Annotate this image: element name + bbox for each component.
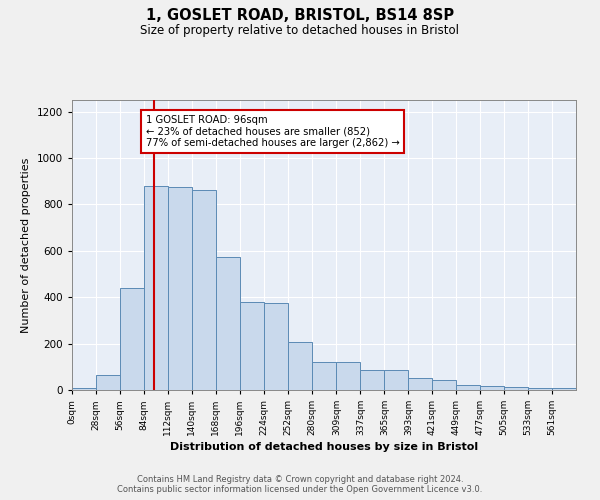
Bar bbox=[552, 388, 576, 390]
Y-axis label: Number of detached properties: Number of detached properties bbox=[21, 158, 31, 332]
Bar bbox=[192, 190, 216, 390]
Bar bbox=[432, 380, 456, 390]
Bar bbox=[72, 388, 96, 390]
Bar bbox=[287, 342, 311, 390]
Bar bbox=[240, 302, 263, 390]
Text: Size of property relative to detached houses in Bristol: Size of property relative to detached ho… bbox=[140, 24, 460, 37]
Text: 1 GOSLET ROAD: 96sqm
← 23% of detached houses are smaller (852)
77% of semi-deta: 1 GOSLET ROAD: 96sqm ← 23% of detached h… bbox=[146, 115, 400, 148]
Bar bbox=[96, 375, 120, 390]
Bar bbox=[120, 288, 144, 390]
Bar bbox=[456, 386, 480, 390]
Bar bbox=[311, 362, 337, 390]
Bar bbox=[263, 303, 287, 390]
Bar bbox=[385, 370, 408, 390]
Bar bbox=[480, 386, 504, 390]
Bar bbox=[144, 186, 168, 390]
Bar bbox=[408, 378, 432, 390]
Text: Contains HM Land Registry data © Crown copyright and database right 2024.
Contai: Contains HM Land Registry data © Crown c… bbox=[118, 474, 482, 494]
Bar bbox=[337, 362, 361, 390]
Bar bbox=[168, 187, 192, 390]
Bar bbox=[504, 386, 528, 390]
Bar bbox=[361, 370, 385, 390]
Text: 1, GOSLET ROAD, BRISTOL, BS14 8SP: 1, GOSLET ROAD, BRISTOL, BS14 8SP bbox=[146, 8, 454, 22]
Text: Distribution of detached houses by size in Bristol: Distribution of detached houses by size … bbox=[170, 442, 478, 452]
Bar bbox=[528, 388, 552, 390]
Bar bbox=[216, 256, 240, 390]
